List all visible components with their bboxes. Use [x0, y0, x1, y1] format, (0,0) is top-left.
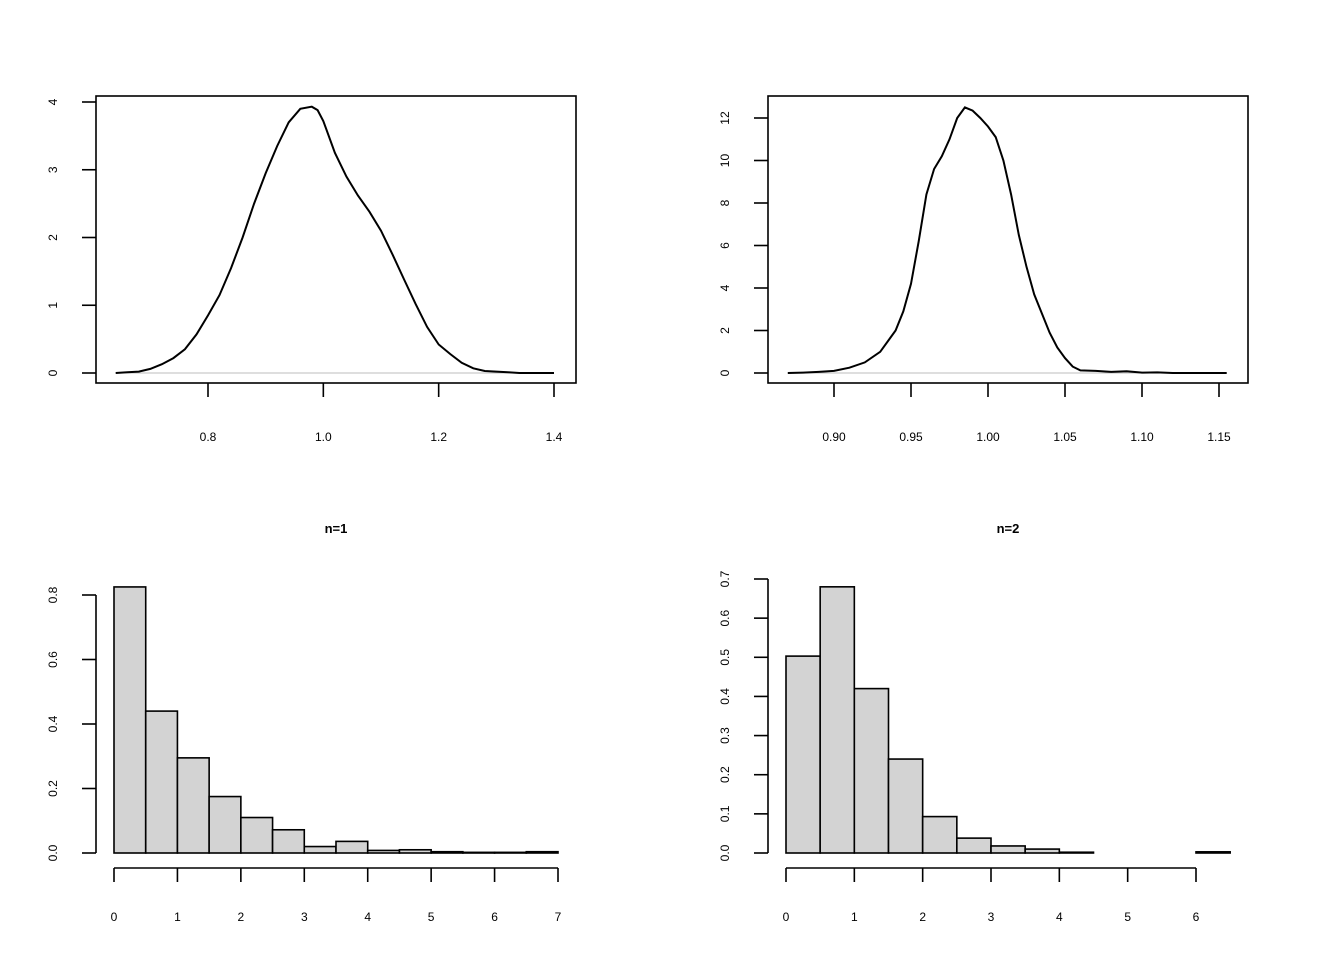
x-tick-label: 4: [364, 910, 371, 924]
x-tick-label: 3: [301, 910, 308, 924]
y-tick-label: 0.4: [46, 715, 60, 732]
y-tick-label: 8: [718, 199, 732, 206]
y-tick-label: 0.2: [718, 766, 732, 783]
density-plot-top-left: 0.8 1.0 1.2 1.4 0 1 2 3 4: [46, 95, 577, 444]
histogram-bar: [1195, 851, 1231, 854]
histogram-bar: [144, 710, 179, 854]
y-tick-label: 6: [718, 242, 732, 249]
histogram-title: n=2: [997, 521, 1020, 536]
x-tick-label: 1.05: [1053, 430, 1077, 444]
y-tick-label: 12: [718, 111, 732, 125]
histogram-bottom-right: n=2 0 1 2 3 4 5 6 0.0 0.1 0.2 0.3 0.4 0.5 0.6 0.7: [718, 521, 1231, 924]
histogram-bar: [785, 655, 821, 854]
y-tick-label: 0.0: [46, 844, 60, 861]
y-tick-label: 1: [46, 302, 60, 309]
histogram-title: n=1: [325, 521, 348, 536]
histogram-bar: [335, 840, 369, 854]
histogram-bar: [462, 851, 496, 854]
x-tick-label: 6: [1193, 910, 1200, 924]
histogram-bar: [525, 850, 559, 854]
histogram-bar: [113, 586, 147, 854]
plot-frame: [767, 95, 1249, 384]
x-tick-label: 3: [988, 910, 995, 924]
y-tick-label: 4: [718, 284, 732, 291]
y-tick-label: 0.6: [46, 651, 60, 668]
x-tick-label: 5: [428, 910, 435, 924]
plot-frame: [95, 95, 577, 384]
histogram-bar: [921, 815, 958, 854]
histogram-bar: [176, 757, 210, 854]
y-tick-label: 2: [718, 327, 732, 334]
y-tick-label: 0.7: [718, 570, 732, 587]
histogram-bar: [1058, 851, 1095, 854]
y-tick-label: 0.8: [46, 586, 60, 603]
y-tick-label: 0.0: [718, 844, 732, 861]
x-tick-label: 1.10: [1130, 430, 1154, 444]
y-tick-label: 0.6: [718, 609, 732, 626]
y-tick-label: 0: [718, 369, 732, 376]
x-tick-label: 1.00: [976, 430, 1000, 444]
histogram-bar: [990, 845, 1026, 854]
x-tick-label: 2: [238, 910, 245, 924]
histogram-bar: [887, 758, 924, 854]
x-tick-label: 1.0: [315, 430, 332, 444]
x-tick-label: 1: [851, 910, 858, 924]
histogram-bar: [956, 837, 992, 854]
histogram-bar: [493, 851, 528, 854]
histogram-bar: [819, 586, 856, 854]
x-tick-label: 0: [783, 910, 790, 924]
x-tick-label: 1.4: [546, 430, 563, 444]
y-tick-label: 2: [46, 234, 60, 241]
y-tick-label: 4: [46, 98, 60, 105]
y-tick-label: 0.3: [718, 727, 732, 744]
y-tick-label: 3: [46, 166, 60, 173]
x-tick-label: 0.95: [899, 430, 923, 444]
x-tick-label: 0.90: [822, 430, 846, 444]
x-tick-label: 5: [1124, 910, 1131, 924]
x-tick-label: 0.8: [200, 430, 217, 444]
histogram-bar: [208, 795, 242, 854]
x-tick-label: 0: [111, 910, 118, 924]
histogram-bar: [366, 849, 401, 854]
histogram-bottom-left: n=1 0 1 2 3 4 5 6 7 0.0 0.2 0.4 0.6 0.8: [46, 521, 562, 924]
histogram-bar: [240, 816, 274, 854]
histogram-bar: [398, 848, 432, 854]
y-tick-label: 0.2: [46, 780, 60, 797]
histogram-bar: [1024, 848, 1061, 854]
histogram-bar: [853, 687, 890, 854]
density-plot-top-right: 0.90 0.95 1.00 1.05 1.10 1.15 0 2 4 6 8 10 12: [718, 95, 1249, 444]
x-tick-label: 4: [1056, 910, 1063, 924]
x-tick-label: 1.15: [1207, 430, 1231, 444]
y-tick-label: 10: [718, 154, 732, 168]
y-tick-label: 0: [46, 369, 60, 376]
density-curve: [787, 106, 1227, 374]
y-tick-label: 0.4: [718, 688, 732, 705]
density-curve: [115, 105, 554, 374]
x-tick-label: 7: [555, 910, 562, 924]
histogram-bar: [271, 828, 306, 854]
y-tick-label: 0.5: [718, 649, 732, 666]
x-tick-label: 1: [174, 910, 181, 924]
x-tick-label: 1.2: [430, 430, 447, 444]
histogram-bar: [430, 850, 464, 854]
x-tick-label: 2: [919, 910, 926, 924]
x-tick-label: 6: [491, 910, 498, 924]
histogram-bar: [303, 845, 337, 854]
y-tick-label: 0.1: [718, 805, 732, 822]
